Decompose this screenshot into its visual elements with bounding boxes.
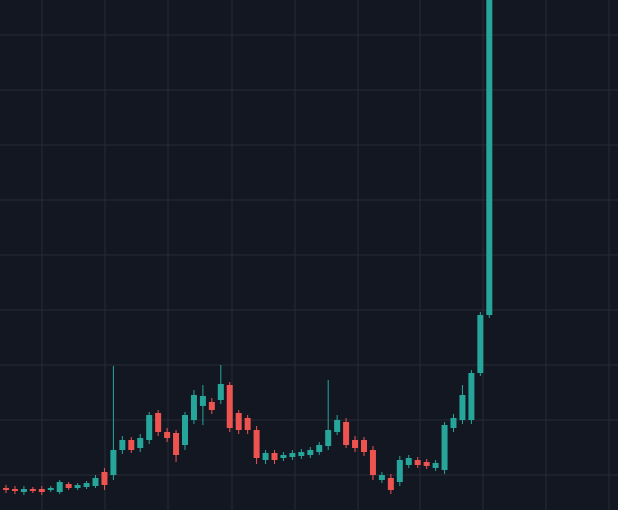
- candle-body: [459, 395, 466, 420]
- candle-body: [486, 0, 493, 315]
- plot: [0, 0, 618, 495]
- candle-body: [414, 460, 421, 465]
- candle-body: [119, 440, 126, 450]
- candle-body: [307, 450, 314, 455]
- candle-body: [83, 483, 90, 487]
- candle-body: [253, 430, 260, 458]
- candle-body: [343, 422, 350, 445]
- candle-body: [441, 425, 448, 470]
- candle-body: [92, 478, 99, 486]
- candle-body: [164, 432, 171, 438]
- candle-body: [47, 488, 54, 490]
- candle-body: [208, 402, 215, 410]
- candle-body: [110, 450, 117, 475]
- candle-body: [325, 430, 332, 446]
- candle-body: [101, 472, 108, 485]
- candle-body: [289, 453, 296, 457]
- candle-body: [271, 453, 278, 460]
- candle-body: [20, 489, 27, 492]
- candle-body: [387, 478, 394, 490]
- candle-body: [217, 384, 224, 400]
- candle-body: [432, 463, 439, 468]
- candle-body: [173, 433, 180, 455]
- candle-body: [262, 453, 269, 460]
- candle-body: [361, 440, 367, 452]
- candle-body: [29, 489, 36, 491]
- candle-body: [334, 420, 341, 432]
- candle-body: [352, 440, 359, 448]
- candle-body: [65, 484, 72, 488]
- candle-body: [477, 315, 484, 373]
- candle-body: [405, 458, 412, 465]
- candle-body: [146, 415, 153, 440]
- candle-body: [226, 385, 233, 428]
- candle-body: [190, 395, 197, 420]
- candle-body: [3, 488, 9, 490]
- candle-body: [155, 413, 162, 432]
- candle-body: [316, 445, 323, 452]
- candle-body: [137, 438, 144, 448]
- candle-body: [74, 485, 81, 488]
- candle-body: [450, 418, 457, 428]
- candle-body: [298, 452, 305, 456]
- candle-body: [378, 475, 385, 480]
- candle-body: [128, 440, 135, 450]
- candle-body: [280, 455, 287, 458]
- candle-body: [199, 396, 206, 406]
- candle-body: [235, 413, 242, 430]
- candle-body: [11, 489, 18, 491]
- candle-body: [468, 373, 475, 420]
- candle-body: [369, 450, 376, 475]
- candle-body: [423, 462, 430, 466]
- candle-body: [56, 482, 63, 492]
- candle-body: [244, 418, 251, 430]
- candle-body: [38, 489, 45, 492]
- candle-body: [396, 460, 403, 482]
- candle-body: [182, 415, 188, 445]
